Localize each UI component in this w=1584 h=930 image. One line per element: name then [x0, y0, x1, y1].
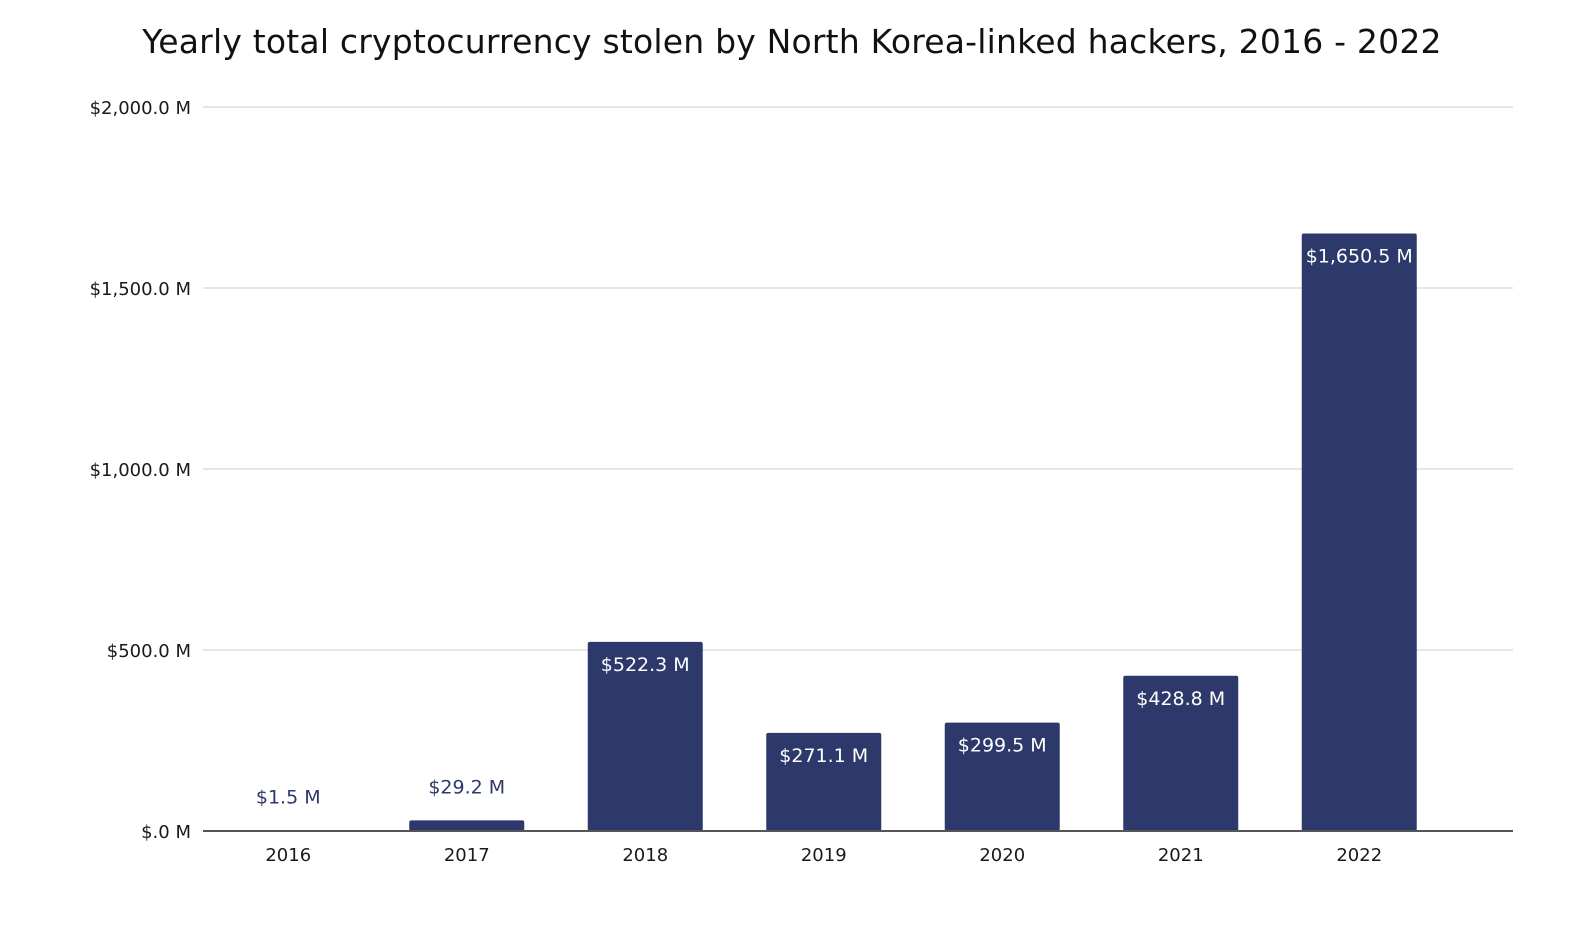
x-tick-label: 2017 [444, 845, 490, 866]
y-tick-label: $1,500.0 M [90, 279, 191, 300]
y-tick-label: $2,000.0 M [90, 98, 191, 119]
y-tick-label: $.0 M [141, 822, 191, 843]
y-tick-label: $500.0 M [107, 641, 191, 662]
data-label: $271.1 M [779, 745, 868, 767]
bar-2018 [587, 641, 703, 831]
bar-2019 [766, 732, 882, 831]
x-tick-label: 2022 [1336, 845, 1382, 866]
data-label: $428.8 M [1136, 688, 1225, 710]
data-label: $29.2 M [428, 776, 505, 798]
data-label: $299.5 M [958, 735, 1047, 757]
data-labels: $1.5 M $29.2 M $522.3 M $271.1 M $299.5 M $42… [256, 246, 1413, 809]
x-tick-label: 2018 [622, 845, 668, 866]
x-tick-label: 2021 [1158, 845, 1204, 866]
y-axis-ticks: $.0 M $500.0 M $1,000.0 M $1,500.0 M $2,000.… [90, 98, 191, 843]
chart-title: Yearly total cryptocurrency stolen by No… [142, 22, 1442, 61]
data-label: $522.3 M [601, 654, 690, 676]
bar-2022 [1301, 233, 1417, 832]
data-label: $1,650.5 M [1306, 246, 1413, 268]
x-tick-label: 2020 [979, 845, 1025, 866]
x-axis-ticks: 2016 2017 2018 2019 2020 2021 2022 [265, 845, 1382, 866]
bar-2017 [409, 820, 525, 831]
x-tick-label: 2016 [265, 845, 311, 866]
bar-2020 [944, 722, 1060, 831]
bar-2021 [1123, 675, 1239, 831]
gridlines [203, 106, 1513, 651]
data-label: $1.5 M [256, 786, 321, 808]
y-tick-label: $1,000.0 M [90, 460, 191, 481]
bars [230, 233, 1417, 832]
x-tick-label: 2019 [801, 845, 847, 866]
